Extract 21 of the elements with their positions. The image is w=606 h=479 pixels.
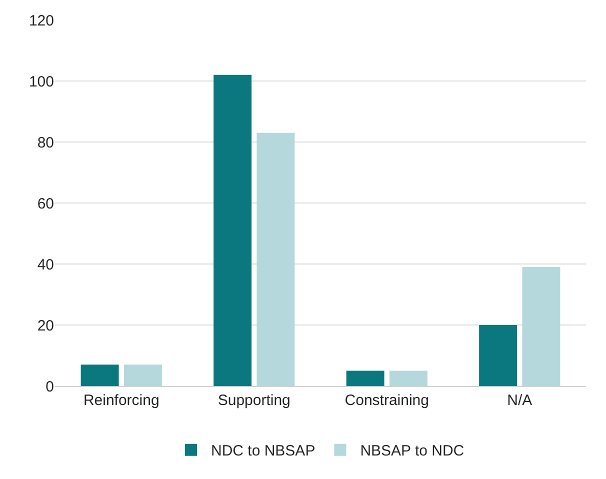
x-tick-label: Reinforcing — [83, 392, 160, 409]
bar — [522, 267, 560, 386]
y-tick-label: 120 — [28, 12, 54, 30]
bar — [256, 132, 295, 386]
bar — [80, 364, 119, 386]
bar — [479, 325, 518, 386]
bar — [346, 370, 384, 386]
y-tick-label: 0 — [46, 378, 54, 396]
y-tick-label: 40 — [37, 256, 54, 274]
legend-label: NBSAP to NDC — [360, 442, 464, 460]
bar — [389, 370, 428, 386]
x-tick-label: Constraining — [344, 392, 429, 409]
y-tick-label: 100 — [28, 73, 54, 90]
x-tick-label: N/A — [507, 392, 532, 409]
legend-label: NDC to NBSAP — [211, 442, 316, 460]
x-tick-label: Supporting — [218, 392, 290, 409]
bar — [214, 74, 252, 386]
y-tick-label: 80 — [37, 134, 54, 152]
bar — [124, 364, 162, 386]
y-tick-label: 60 — [37, 195, 54, 212]
y-tick-label: 20 — [37, 317, 54, 334]
